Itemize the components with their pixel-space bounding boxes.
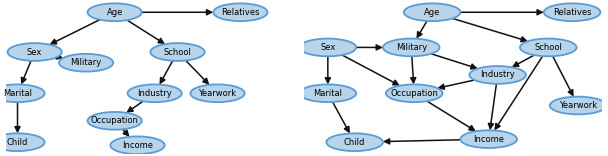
Text: Income: Income [122, 141, 153, 150]
Ellipse shape [520, 39, 576, 56]
Text: Occupation: Occupation [390, 89, 438, 98]
Text: Child: Child [7, 138, 28, 147]
Ellipse shape [383, 39, 440, 56]
Text: Yearwork: Yearwork [198, 89, 237, 98]
Ellipse shape [300, 39, 356, 56]
Text: Income: Income [473, 135, 504, 144]
Ellipse shape [0, 84, 44, 102]
Text: Relatives: Relatives [553, 8, 592, 17]
Ellipse shape [88, 3, 142, 21]
Ellipse shape [404, 3, 460, 21]
Ellipse shape [7, 43, 62, 61]
Ellipse shape [550, 97, 606, 114]
Text: Industry: Industry [137, 89, 172, 98]
Ellipse shape [0, 133, 44, 151]
Ellipse shape [469, 66, 526, 84]
Ellipse shape [88, 112, 142, 130]
Text: Occupation: Occupation [91, 116, 139, 125]
Text: Military: Military [396, 43, 427, 52]
Text: School: School [164, 48, 192, 56]
Text: Military: Military [71, 58, 102, 67]
Text: Yearwork: Yearwork [559, 101, 597, 110]
Text: Child: Child [344, 138, 365, 147]
Ellipse shape [326, 133, 383, 151]
Ellipse shape [213, 3, 268, 21]
Ellipse shape [386, 84, 443, 102]
Ellipse shape [190, 84, 244, 102]
Text: Relatives: Relatives [221, 8, 260, 17]
Text: Marital: Marital [3, 89, 32, 98]
Text: Sex: Sex [27, 48, 43, 56]
Ellipse shape [128, 84, 182, 102]
Text: Marital: Marital [313, 89, 342, 98]
Text: Industry: Industry [480, 71, 515, 79]
Ellipse shape [460, 130, 517, 148]
Text: Age: Age [424, 8, 440, 17]
Ellipse shape [300, 84, 356, 102]
Ellipse shape [150, 43, 205, 61]
Ellipse shape [111, 136, 165, 154]
Ellipse shape [59, 54, 113, 72]
Text: Age: Age [106, 8, 123, 17]
Text: Sex: Sex [320, 43, 336, 52]
Ellipse shape [544, 3, 601, 21]
Text: School: School [534, 43, 562, 52]
